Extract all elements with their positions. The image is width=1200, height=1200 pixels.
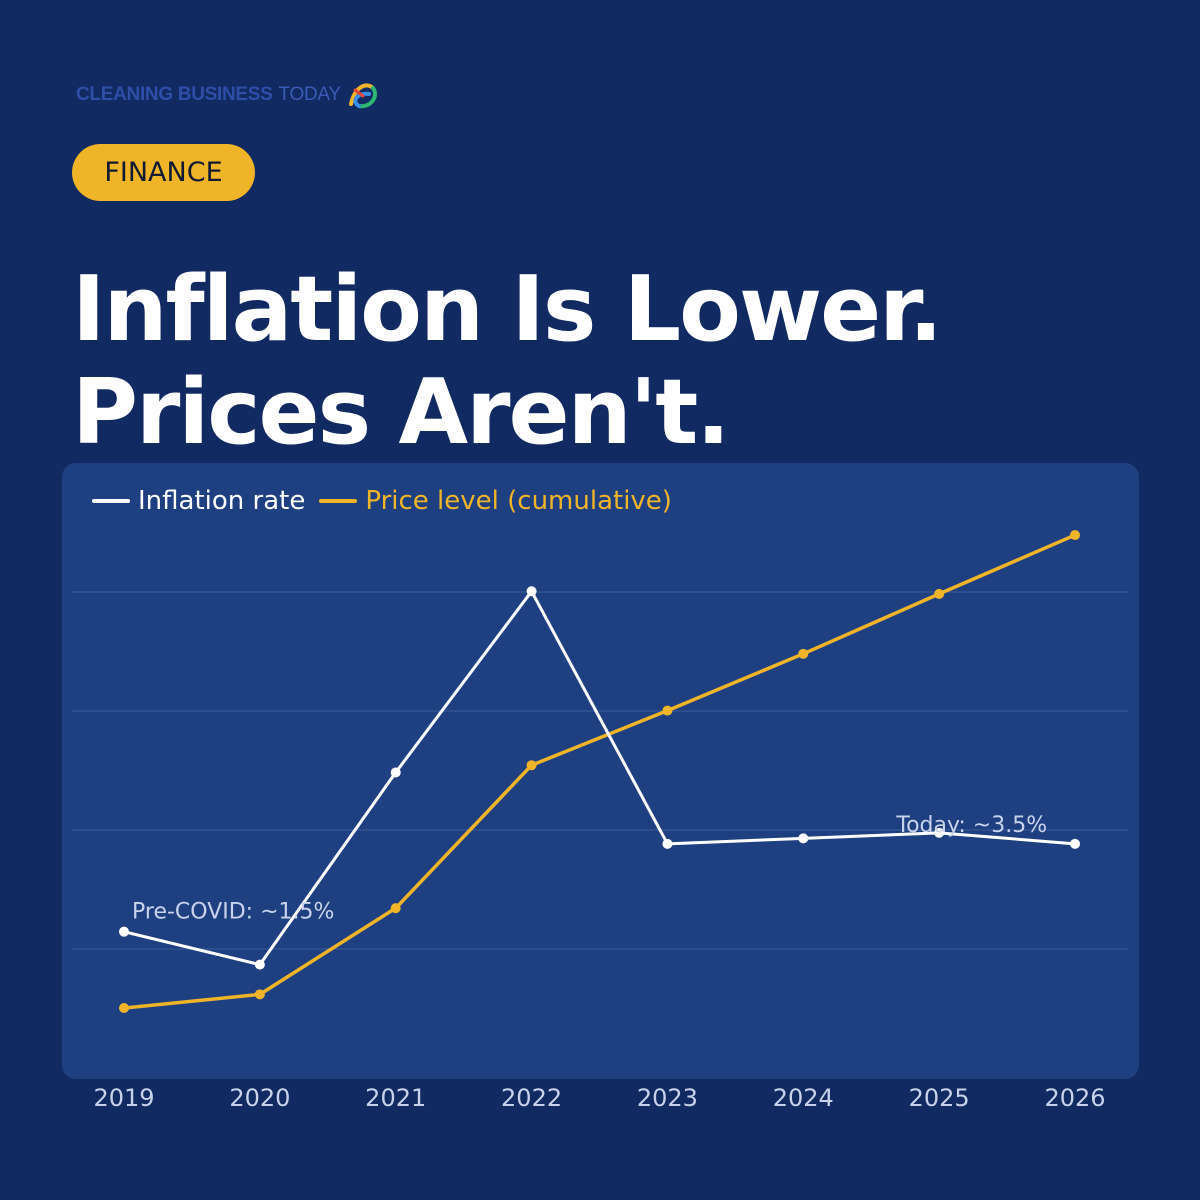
x-tick-label-2025: 2025 <box>909 1084 970 1112</box>
inflation-point-2025 <box>934 827 945 838</box>
x-tick-label-2024: 2024 <box>773 1084 834 1112</box>
brand-name-light: TODAY <box>278 84 342 105</box>
price-point-2024 <box>798 648 809 659</box>
annotation-1: Pre-COVID: ~1.5% <box>132 900 334 925</box>
x-tick-label-2023: 2023 <box>637 1084 698 1112</box>
inflation-point-2019 <box>119 926 129 937</box>
inflation-point-2021 <box>390 767 401 778</box>
legend-swatch-price <box>319 499 358 503</box>
price-point-2019 <box>119 1003 129 1013</box>
x-tick-label-2020: 2020 <box>229 1084 290 1112</box>
inflation-point-2026 <box>1070 838 1080 849</box>
inflation-point-2020 <box>254 959 265 970</box>
annotation-2: Today: ~3.5% <box>895 813 1047 838</box>
inflation-point-2024 <box>798 833 809 844</box>
chart-legend: Inflation rate Price level (cumulative) <box>92 482 672 520</box>
headline: Inflation Is Lower. Prices Aren't. <box>72 257 943 465</box>
inflation-point-2022 <box>526 586 537 597</box>
price-point-2022 <box>526 760 537 771</box>
legend-item-price: Price level (cumulative) <box>319 486 672 516</box>
brand-name-bold: CLEANING BUSINESS <box>76 84 273 105</box>
legend-label-inflation: Inflation rate <box>138 486 306 516</box>
chart-panel <box>62 463 1139 1079</box>
headline-line-1: Inflation Is Lower. <box>72 257 943 362</box>
category-badge: FINANCE <box>72 144 255 201</box>
price-point-2026 <box>1070 530 1080 541</box>
inflation-line <box>123 589 1076 967</box>
price-point-2023 <box>662 705 673 716</box>
headline-line-2: Prices Aren't. <box>72 360 730 465</box>
x-tick-label-2022: 2022 <box>501 1084 562 1112</box>
brand-logo: CLEANING BUSINESS TODAY <box>76 80 381 110</box>
legend-label-price: Price level (cumulative) <box>365 486 672 516</box>
price-point-2025 <box>934 588 945 599</box>
x-tick-label-2021: 2021 <box>365 1084 426 1112</box>
price-point-2021 <box>390 903 401 914</box>
price-line <box>123 533 1076 1010</box>
inflation-point-2023 <box>662 838 673 849</box>
swirl-logo-icon <box>348 83 377 109</box>
x-tick-label-2026: 2026 <box>1044 1084 1105 1112</box>
legend-swatch-inflation <box>92 499 130 503</box>
x-tick-label-2019: 2019 <box>93 1084 154 1112</box>
price-point-2020 <box>254 989 265 1000</box>
legend-item-inflation: Inflation rate <box>92 486 305 516</box>
